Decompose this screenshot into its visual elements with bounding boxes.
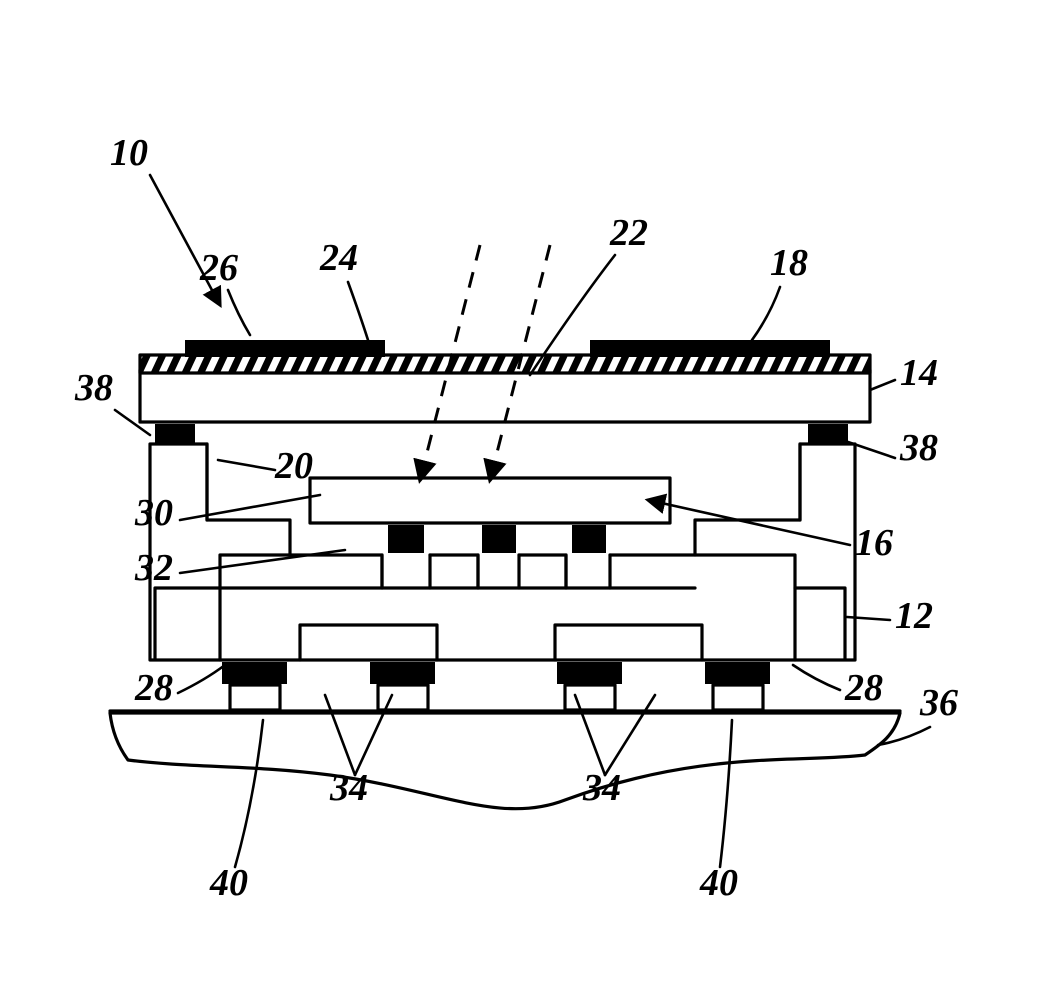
ledge-right	[566, 555, 695, 588]
label-28: 28	[844, 667, 883, 709]
device-structure	[110, 340, 900, 809]
ledge-mid2	[478, 555, 566, 588]
label-38: 38	[74, 367, 113, 409]
bump-38-left	[155, 424, 195, 444]
label-28: 28	[134, 667, 173, 709]
layer-hatched	[140, 355, 870, 373]
bump-32-2	[482, 525, 516, 553]
label-24: 24	[319, 237, 358, 279]
foot-1	[230, 685, 280, 710]
label-12: 12	[895, 595, 933, 637]
cross-section-diagram: 10 26 24 22 18 14 38 38 20 30 16 32 12 28 28 34 34 36 40 40	[0, 0, 1057, 992]
label-20: 20	[274, 445, 313, 487]
pad-28-1	[222, 662, 287, 684]
board-36	[110, 713, 900, 809]
label-26: 26	[199, 247, 238, 289]
label-34: 34	[582, 767, 621, 809]
label-18: 18	[770, 242, 808, 284]
label-10: 10	[110, 132, 148, 174]
chip-16	[310, 478, 670, 523]
label-40: 40	[699, 862, 738, 904]
pad-34-2	[557, 662, 622, 684]
pad-34-1	[370, 662, 435, 684]
pad-28-2	[705, 662, 770, 684]
label-30: 30	[134, 492, 173, 534]
label-16: 16	[855, 522, 893, 564]
label-34: 34	[329, 767, 368, 809]
foot-4	[713, 685, 763, 710]
label-36: 36	[919, 682, 958, 724]
foot-3	[565, 685, 615, 710]
label-40: 40	[209, 862, 248, 904]
label-32: 32	[134, 547, 173, 589]
label-38: 38	[899, 427, 938, 469]
ledge-left	[220, 555, 382, 588]
layer-14	[140, 370, 870, 422]
bump-32-1	[388, 525, 424, 553]
label-22: 22	[609, 212, 648, 254]
electrode-18	[590, 340, 830, 357]
electrode-26	[185, 340, 385, 357]
label-14: 14	[900, 352, 938, 394]
bump-32-3	[572, 525, 606, 553]
bump-38-right	[808, 424, 848, 444]
